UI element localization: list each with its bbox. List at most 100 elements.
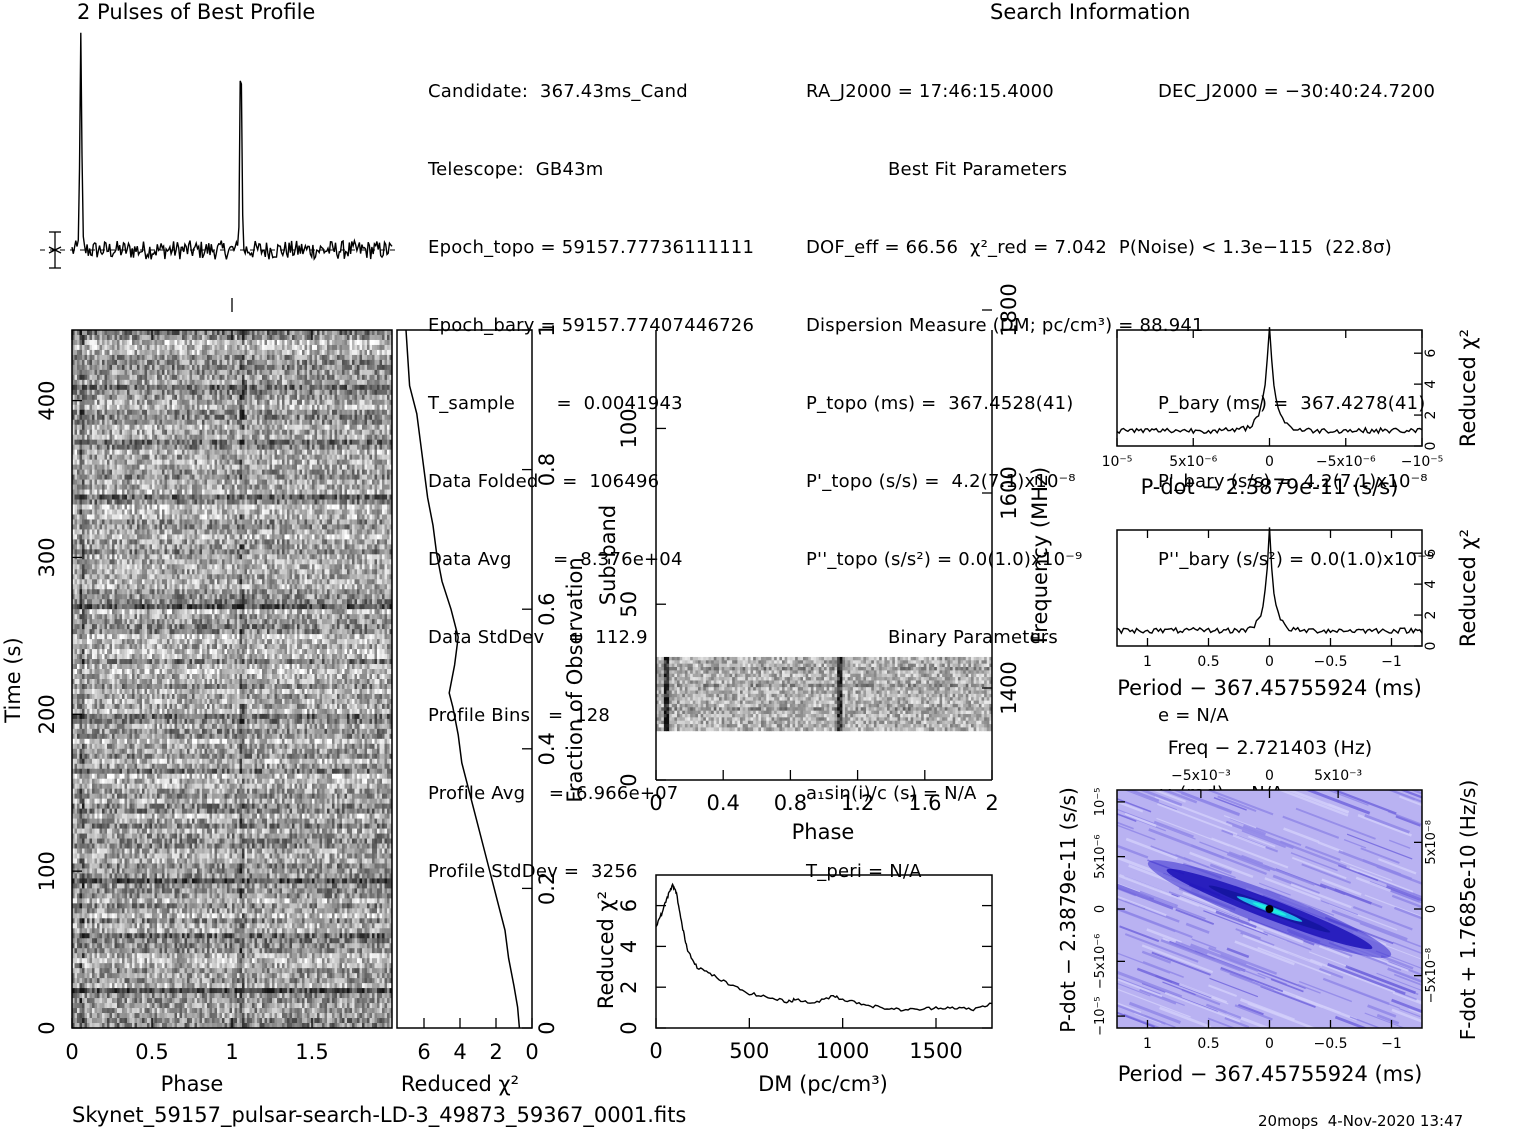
time-phase-pixel (205, 350, 208, 355)
time-phase-pixel (95, 435, 98, 440)
time-phase-pixel (252, 455, 255, 460)
time-phase-pixel (227, 435, 230, 440)
time-phase-pixel (272, 410, 275, 415)
time-phase-pixel (177, 495, 180, 500)
time-phase-pixel (272, 405, 275, 410)
time-phase-pixel (252, 420, 255, 425)
time-phase-pixel (292, 430, 295, 435)
time-phase-pixel (150, 430, 153, 435)
time-phase-pixel (110, 440, 113, 445)
time-phase-pixel (370, 485, 373, 490)
time-phase-pixel (165, 350, 168, 355)
time-phase-pixel (187, 360, 190, 365)
time-phase-pixel (307, 390, 310, 395)
time-phase-pixel (192, 445, 195, 450)
time-phase-pixel (382, 475, 385, 480)
time-phase-pixel (267, 415, 270, 420)
time-phase-pixel (117, 355, 120, 360)
time-phase-pixel (310, 514, 313, 519)
time-phase-pixel (177, 410, 180, 415)
time-phase-pixel (87, 485, 90, 490)
time-phase-pixel (357, 380, 360, 385)
time-phase-pixel (340, 410, 343, 415)
time-phase-pixel (332, 375, 335, 380)
time-phase-pixel (102, 430, 105, 435)
time-phase-pixel (130, 365, 133, 370)
time-phase-pixel (142, 505, 145, 510)
time-phase-pixel (77, 470, 80, 475)
time-phase-pixel (242, 519, 245, 524)
time-phase-pixel (367, 460, 370, 465)
time-phase-pixel (365, 500, 368, 505)
time-phase-pixel (220, 385, 223, 390)
time-phase-pixel (312, 355, 315, 360)
time-phase-pixel (302, 350, 305, 355)
time-phase-pixel (372, 430, 375, 435)
time-phase-pixel (90, 430, 93, 435)
time-phase-pixel (195, 350, 198, 355)
time-phase-pixel (157, 395, 160, 400)
time-phase-pixel (272, 509, 275, 514)
time-phase-pixel (140, 345, 143, 350)
time-phase-pixel (77, 490, 80, 495)
time-phase-pixel (172, 455, 175, 460)
time-phase-pixel (227, 450, 230, 455)
time-phase-pixel (287, 465, 290, 470)
time-phase-pixel (147, 509, 150, 514)
time-phase-pixel (85, 385, 88, 390)
time-phase-pixel (275, 390, 278, 395)
time-phase-pixel (77, 360, 80, 365)
time-phase-pixel (272, 475, 275, 480)
time-phase-pixel (260, 445, 263, 450)
time-phase-pixel (347, 380, 350, 385)
time-phase-pixel (172, 470, 175, 475)
time-phase-pixel (290, 380, 293, 385)
time-phase-pixel (352, 410, 355, 415)
time-phase-pixel (372, 340, 375, 345)
time-phase-pixel (200, 415, 203, 420)
time-phase-pixel (120, 370, 123, 375)
time-phase-pixel (87, 420, 90, 425)
time-phase-pixel (262, 420, 265, 425)
time-phase-pixel (252, 345, 255, 350)
time-phase-pixel (162, 330, 165, 335)
time-phase-pixel (342, 450, 345, 455)
time-phase-pixel (307, 375, 310, 380)
time-phase-pixel (80, 385, 83, 390)
time-phase-pixel (347, 509, 350, 514)
time-phase-pixel (362, 475, 365, 480)
time-phase-pixel (187, 395, 190, 400)
time-phase-pixel (137, 509, 140, 514)
time-phase-pixel (122, 475, 125, 480)
time-phase-pixel (272, 335, 275, 340)
time-phase-pixel (255, 330, 258, 335)
time-phase-pixel (387, 400, 390, 405)
time-phase-pixel (100, 425, 103, 430)
time-phase-pixel (370, 410, 373, 415)
time-phase-pixel (272, 400, 275, 405)
time-phase-pixel (295, 475, 298, 480)
time-phase-pixel (155, 370, 158, 375)
time-phase-pixel (297, 370, 300, 375)
time-phase-pixel (87, 519, 90, 524)
time-phase-pixel (192, 345, 195, 350)
time-phase-pixel (112, 365, 115, 370)
time-phase-pixel (175, 365, 178, 370)
time-phase-pixel (162, 385, 165, 390)
time-phase-pixel (235, 390, 238, 395)
time-phase-pixel (205, 380, 208, 385)
time-phase-pixel (80, 350, 83, 355)
time-phase-pixel (345, 330, 348, 335)
time-phase-pixel (197, 425, 200, 430)
time-phase-pixel (332, 360, 335, 365)
time-phase-pixel (205, 455, 208, 460)
time-phase-pixel (387, 475, 390, 480)
time-phase-pixel (230, 480, 233, 485)
time-phase-pixel (345, 400, 348, 405)
time-phase-pixel (87, 370, 90, 375)
time-phase-pixel (100, 365, 103, 370)
time-phase-pixel (352, 430, 355, 435)
time-phase-pixel (150, 340, 153, 345)
time-phase-pixel (350, 345, 353, 350)
time-phase-pixel (122, 330, 125, 335)
